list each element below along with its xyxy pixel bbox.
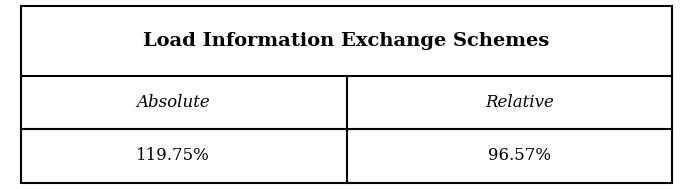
Text: Absolute: Absolute [137, 94, 210, 111]
Text: Load Information Exchange Schemes: Load Information Exchange Schemes [143, 32, 550, 50]
Text: 119.75%: 119.75% [137, 147, 210, 164]
Text: Relative: Relative [485, 94, 554, 111]
Text: 96.57%: 96.57% [489, 147, 551, 164]
